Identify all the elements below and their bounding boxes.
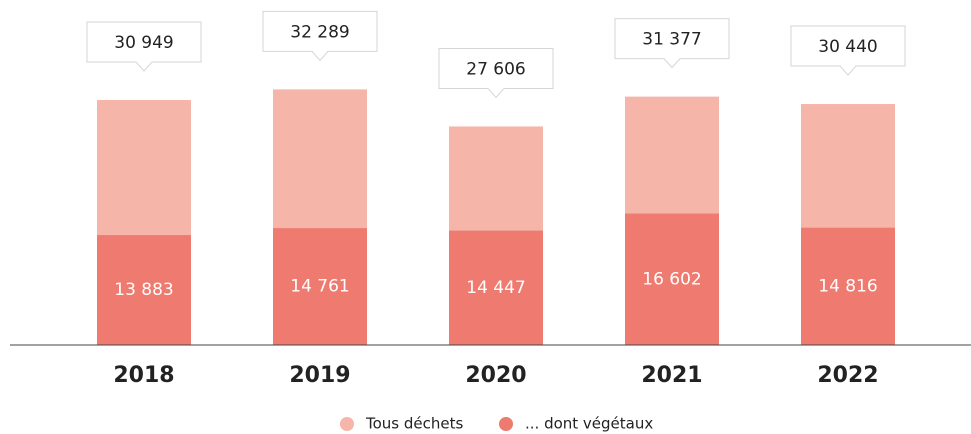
bar xyxy=(449,230,543,345)
x-tick-label: 2019 xyxy=(289,363,350,388)
callout xyxy=(438,47,554,99)
value-label: 32 289 xyxy=(290,22,349,42)
value-label: 30 440 xyxy=(818,37,877,57)
bar xyxy=(801,227,895,345)
bar xyxy=(273,228,367,345)
bar xyxy=(625,213,719,345)
x-tick-label: 2018 xyxy=(113,363,174,388)
value-label: 31 377 xyxy=(642,30,701,50)
legend-label: ... dont végétaux xyxy=(525,415,653,433)
value-label: 27 606 xyxy=(466,59,525,79)
value-label: 14 447 xyxy=(466,278,525,298)
callout xyxy=(790,25,906,76)
value-label: 14 816 xyxy=(818,276,877,296)
value-label: 13 883 xyxy=(114,280,173,300)
callout xyxy=(614,18,730,69)
value-label: 16 602 xyxy=(642,269,701,289)
x-tick-label: 2020 xyxy=(465,363,526,388)
value-label: 14 761 xyxy=(290,277,349,297)
x-tick-label: 2021 xyxy=(641,363,702,388)
value-label: 30 949 xyxy=(114,33,173,53)
legend-label: Tous déchets xyxy=(365,415,463,433)
callout xyxy=(86,21,202,72)
x-tick-label: 2022 xyxy=(817,363,878,388)
bar xyxy=(97,235,191,345)
legend-marker xyxy=(499,417,513,431)
legend-marker xyxy=(340,417,354,431)
callout xyxy=(262,10,378,62)
